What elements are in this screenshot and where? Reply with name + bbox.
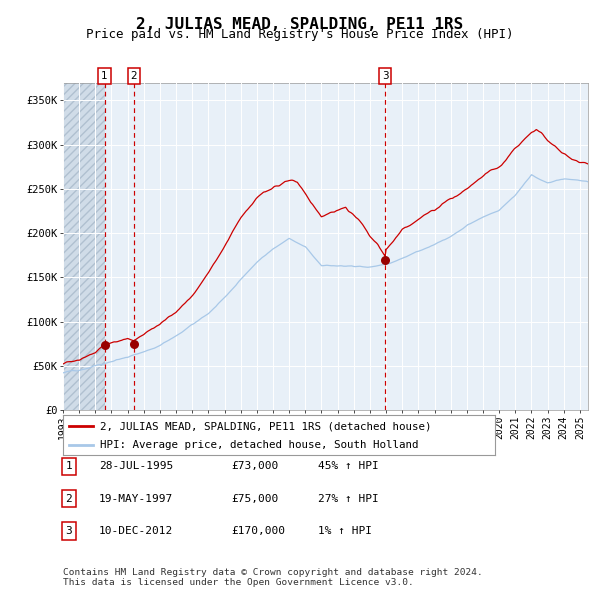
Text: HPI: Average price, detached house, South Holland: HPI: Average price, detached house, Sout… (100, 440, 418, 450)
Text: £170,000: £170,000 (231, 526, 285, 536)
Text: 1: 1 (101, 71, 108, 81)
Text: 2, JULIAS MEAD, SPALDING, PE11 1RS: 2, JULIAS MEAD, SPALDING, PE11 1RS (136, 17, 464, 31)
Text: £75,000: £75,000 (231, 494, 278, 503)
Text: 2: 2 (65, 494, 73, 503)
Text: Contains HM Land Registry data © Crown copyright and database right 2024.
This d: Contains HM Land Registry data © Crown c… (63, 568, 483, 587)
Text: 2: 2 (130, 71, 137, 81)
Text: 1% ↑ HPI: 1% ↑ HPI (318, 526, 372, 536)
Text: 3: 3 (65, 526, 73, 536)
Text: £73,000: £73,000 (231, 461, 278, 471)
Text: 1: 1 (65, 461, 73, 471)
Text: 27% ↑ HPI: 27% ↑ HPI (318, 494, 379, 503)
Text: 45% ↑ HPI: 45% ↑ HPI (318, 461, 379, 471)
Text: 28-JUL-1995: 28-JUL-1995 (99, 461, 173, 471)
Bar (63, 83, 104, 410)
Text: 3: 3 (382, 71, 388, 81)
Text: 2, JULIAS MEAD, SPALDING, PE11 1RS (detached house): 2, JULIAS MEAD, SPALDING, PE11 1RS (deta… (100, 421, 431, 431)
Text: 10-DEC-2012: 10-DEC-2012 (99, 526, 173, 536)
Text: 19-MAY-1997: 19-MAY-1997 (99, 494, 173, 503)
Text: Price paid vs. HM Land Registry's House Price Index (HPI): Price paid vs. HM Land Registry's House … (86, 28, 514, 41)
Bar (104, 83, 588, 410)
